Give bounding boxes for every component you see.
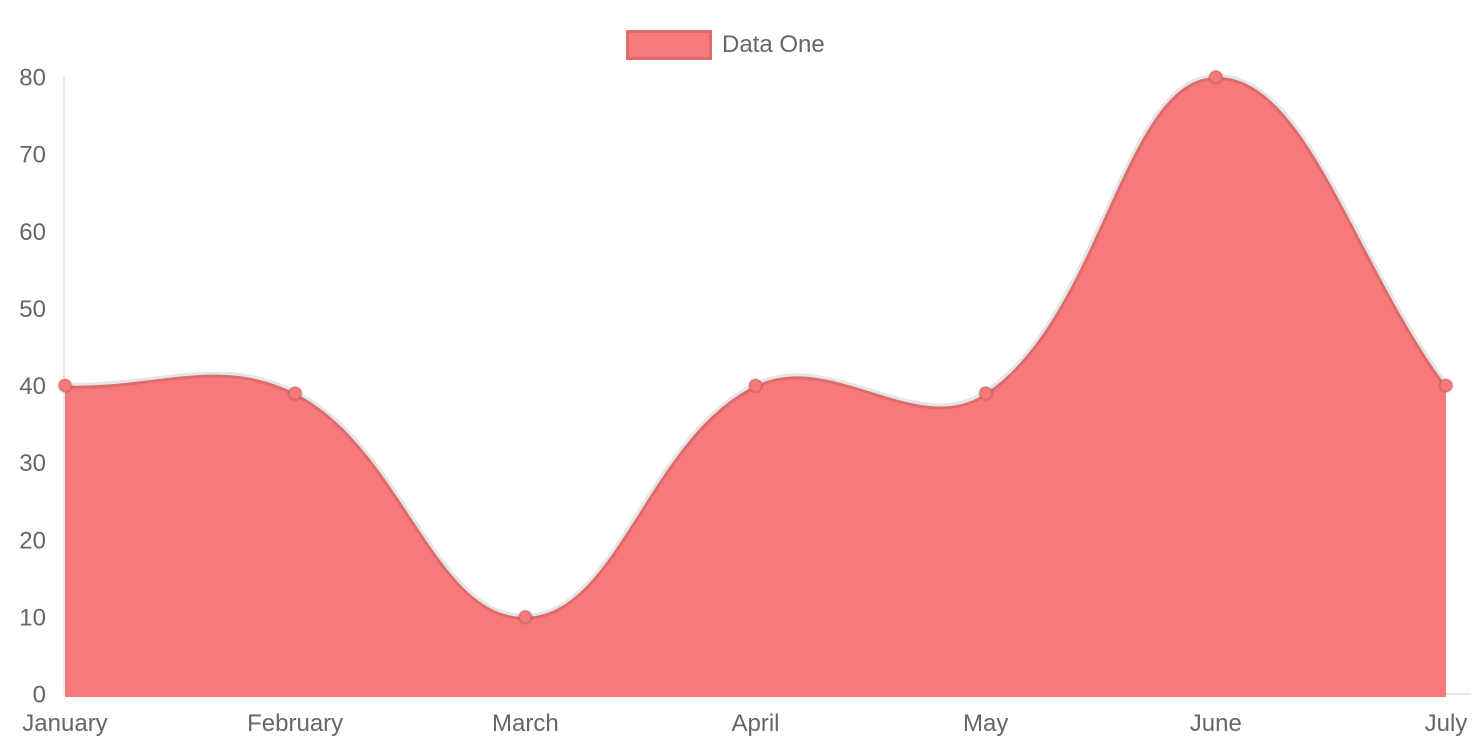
data-point-july[interactable] xyxy=(1438,377,1454,394)
data-point-may[interactable] xyxy=(977,385,994,401)
chart-legend: Data One xyxy=(626,30,825,60)
line-path xyxy=(64,73,1449,620)
y-axis-tick-label-10: 10 xyxy=(19,604,46,631)
data-point-january[interactable] xyxy=(57,377,73,394)
y-axis-tick-label-80: 80 xyxy=(19,65,46,92)
y-axis-tick-label-0: 0 xyxy=(33,682,46,709)
y-axis-tick-label-50: 50 xyxy=(19,296,46,323)
legend-item-data-one[interactable]: Data One xyxy=(626,30,825,60)
data-point-march[interactable] xyxy=(517,609,534,625)
x-axis-tick-label-july: July xyxy=(1425,710,1468,737)
legend-swatch xyxy=(626,30,712,60)
data-point-june[interactable] xyxy=(1208,69,1224,85)
y-axis-tick-label-60: 60 xyxy=(19,219,46,246)
y-axis-tick-label-40: 40 xyxy=(19,373,46,400)
x-axis-tick-label-march: March xyxy=(492,710,559,737)
data-point-april[interactable] xyxy=(747,377,764,394)
y-axis-tick-label-20: 20 xyxy=(19,527,46,554)
x-axis-tick-label-may: May xyxy=(963,710,1008,737)
y-axis-tick-label-30: 30 xyxy=(19,450,46,477)
x-axis-tick-label-february: February xyxy=(247,710,343,737)
legend-label: Data One xyxy=(722,31,825,58)
x-axis-tick-label-january: January xyxy=(22,710,107,737)
x-axis-tick-label-april: April xyxy=(731,710,779,737)
x-axis-tick-label-june: June xyxy=(1190,710,1242,737)
y-axis-tick-label-70: 70 xyxy=(19,142,46,169)
data-point-february[interactable] xyxy=(287,385,303,401)
